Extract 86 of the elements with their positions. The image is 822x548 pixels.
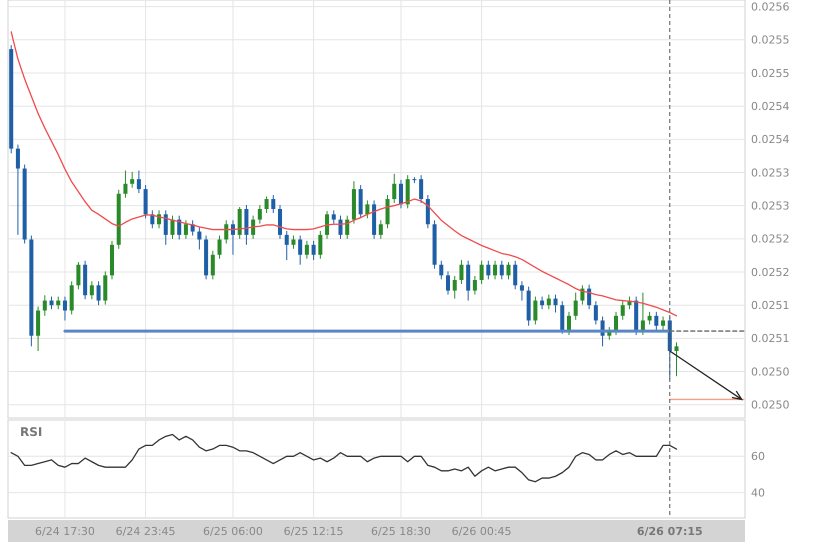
x-tick-label: 6/25 12:15 bbox=[284, 525, 344, 538]
candlestick bbox=[472, 276, 477, 296]
y-tick-label: 0.0256 bbox=[751, 0, 790, 14]
candlestick bbox=[197, 227, 202, 250]
candlestick bbox=[325, 210, 330, 240]
candlestick bbox=[332, 210, 336, 224]
candlestick bbox=[459, 260, 464, 284]
candlestick bbox=[224, 220, 228, 244]
candlestick bbox=[398, 179, 403, 209]
y-tick-label: 0.0250 bbox=[751, 398, 790, 412]
candlestick bbox=[493, 260, 498, 280]
candlestick bbox=[574, 292, 578, 320]
candlestick bbox=[533, 296, 538, 325]
candlestick bbox=[378, 220, 383, 240]
candlestick bbox=[298, 235, 302, 266]
x-tick-label: 6/24 23:45 bbox=[116, 525, 176, 538]
y-tick-label: 0.0250 bbox=[751, 365, 790, 378]
candlestick bbox=[164, 210, 168, 246]
candlestick bbox=[90, 280, 94, 300]
candlestick bbox=[554, 294, 558, 314]
candlestick bbox=[419, 174, 424, 204]
y-tick-label: 0.0254 bbox=[751, 133, 790, 146]
x-tick-label: 6/25 18:30 bbox=[371, 525, 431, 538]
candlestick bbox=[648, 311, 652, 325]
candlestick bbox=[318, 230, 322, 260]
candlestick bbox=[654, 311, 658, 332]
x-tick-label: 6/26 07:15 bbox=[636, 525, 703, 538]
candlestick bbox=[42, 294, 47, 316]
candlestick bbox=[184, 220, 188, 240]
x-tick-label: 6/25 06:00 bbox=[203, 525, 263, 538]
x-tick-label: 6/24 17:30 bbox=[35, 525, 95, 538]
y-tick-label: 40 bbox=[751, 486, 765, 500]
candlestick bbox=[62, 296, 67, 321]
candlestick bbox=[50, 296, 54, 310]
candlestick bbox=[587, 284, 592, 310]
candlestick bbox=[338, 215, 343, 240]
line-series bbox=[10, 31, 678, 316]
candlestick bbox=[439, 260, 444, 280]
candlestick bbox=[56, 296, 60, 310]
candlestick bbox=[130, 171, 134, 188]
y-tick-label: 0.0253 bbox=[751, 200, 790, 213]
candlestick bbox=[96, 280, 101, 306]
candlestick bbox=[284, 230, 289, 261]
candlestick bbox=[136, 170, 141, 194]
candlestick bbox=[271, 194, 276, 214]
candlestick bbox=[264, 196, 269, 214]
y-tick-label: 0.0255 bbox=[751, 66, 790, 80]
candlestick bbox=[251, 215, 256, 240]
candlestick bbox=[170, 215, 174, 240]
y-tick-label: 0.0252 bbox=[751, 232, 790, 246]
y-tick-label: 0.0254 bbox=[751, 100, 790, 114]
x-tick-label: 6/26 00:45 bbox=[452, 525, 512, 538]
candlestick bbox=[365, 200, 370, 219]
candlestick bbox=[16, 144, 20, 236]
candlestick bbox=[594, 300, 598, 325]
candlestick bbox=[76, 262, 80, 290]
candlestick bbox=[218, 235, 222, 260]
candlestick bbox=[540, 296, 544, 310]
y-tick-label: 0.0251 bbox=[751, 332, 790, 346]
candlestick bbox=[291, 235, 296, 250]
candlestick bbox=[620, 300, 625, 320]
candlestick bbox=[177, 215, 182, 240]
candlestick bbox=[446, 270, 450, 296]
y-tick-label: 0.0252 bbox=[751, 266, 790, 279]
candlestick bbox=[312, 240, 316, 261]
y-tick-label: 60 bbox=[751, 450, 765, 464]
candlestick bbox=[258, 204, 262, 224]
y-tick-label: 0.0253 bbox=[751, 166, 790, 180]
candlestick bbox=[506, 262, 511, 280]
y-tick-label: 0.0255 bbox=[751, 34, 790, 47]
candlestick bbox=[345, 215, 350, 240]
y-tick-label: 0.0251 bbox=[751, 299, 790, 312]
candlestick bbox=[546, 294, 551, 310]
candlestick bbox=[486, 260, 490, 280]
candlestick bbox=[304, 240, 309, 260]
candlestick bbox=[500, 260, 504, 280]
text: RSI bbox=[20, 425, 42, 439]
candlestick bbox=[210, 250, 215, 280]
candlestick bbox=[674, 342, 679, 377]
candlestick bbox=[123, 170, 128, 198]
candlestick bbox=[480, 260, 484, 284]
candlestick bbox=[661, 316, 666, 330]
candlestick bbox=[520, 280, 524, 302]
candlestick bbox=[513, 260, 518, 290]
candlestick bbox=[452, 276, 457, 300]
candlestick bbox=[392, 173, 396, 204]
